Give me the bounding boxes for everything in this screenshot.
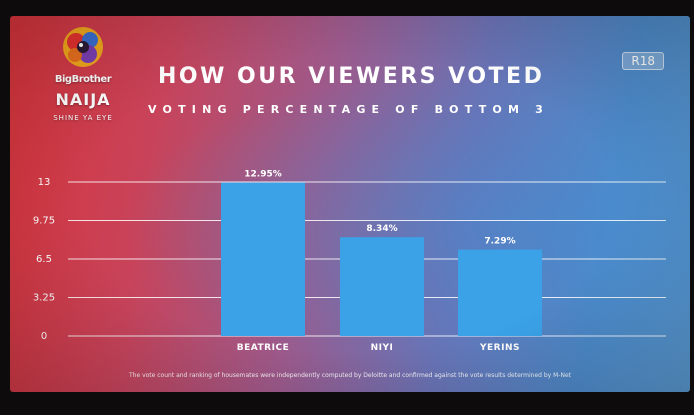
bar-chart: 0 3.25 6.5 9.75 13 12.95% BEATRICE 8.34% NIYI 7.2… — [33, 170, 666, 353]
eye-logo-icon — [63, 27, 103, 67]
x-category-label: NIYI — [371, 343, 394, 353]
data-label: 8.34% — [366, 224, 397, 234]
data-label: 7.29% — [484, 237, 515, 247]
age-rating-badge: R18 — [622, 52, 664, 70]
chart-subtitle: VOTING PERCENTAGE OF BOTTOM 3 — [148, 103, 549, 116]
x-category-label: YERINS — [479, 343, 520, 353]
y-tick-label: 13 — [38, 177, 51, 188]
x-category-label: BEATRICE — [237, 343, 289, 353]
show-logo: BigBrother NAIJA SHINE YA EYE — [38, 24, 128, 134]
logo-tagline: SHINE YA EYE — [53, 114, 113, 122]
data-label: 12.95% — [244, 170, 282, 180]
y-tick-label: 0 — [41, 331, 47, 342]
bar — [221, 182, 305, 336]
logo-line1: BigBrother — [54, 74, 112, 85]
bar — [458, 249, 542, 336]
bar — [340, 237, 424, 336]
y-tick-label: 9.75 — [33, 216, 55, 227]
logo-line2: NAIJA — [55, 90, 111, 109]
y-tick-label: 3.25 — [33, 293, 55, 304]
chart-title: HOW OUR VIEWERS VOTED — [158, 64, 545, 89]
y-tick-label: 6.5 — [36, 254, 52, 265]
footnote: The vote count and ranking of housemates… — [129, 372, 571, 379]
tv-screen: BigBrother NAIJA SHINE YA EYE R18 HOW OU… — [10, 16, 690, 392]
